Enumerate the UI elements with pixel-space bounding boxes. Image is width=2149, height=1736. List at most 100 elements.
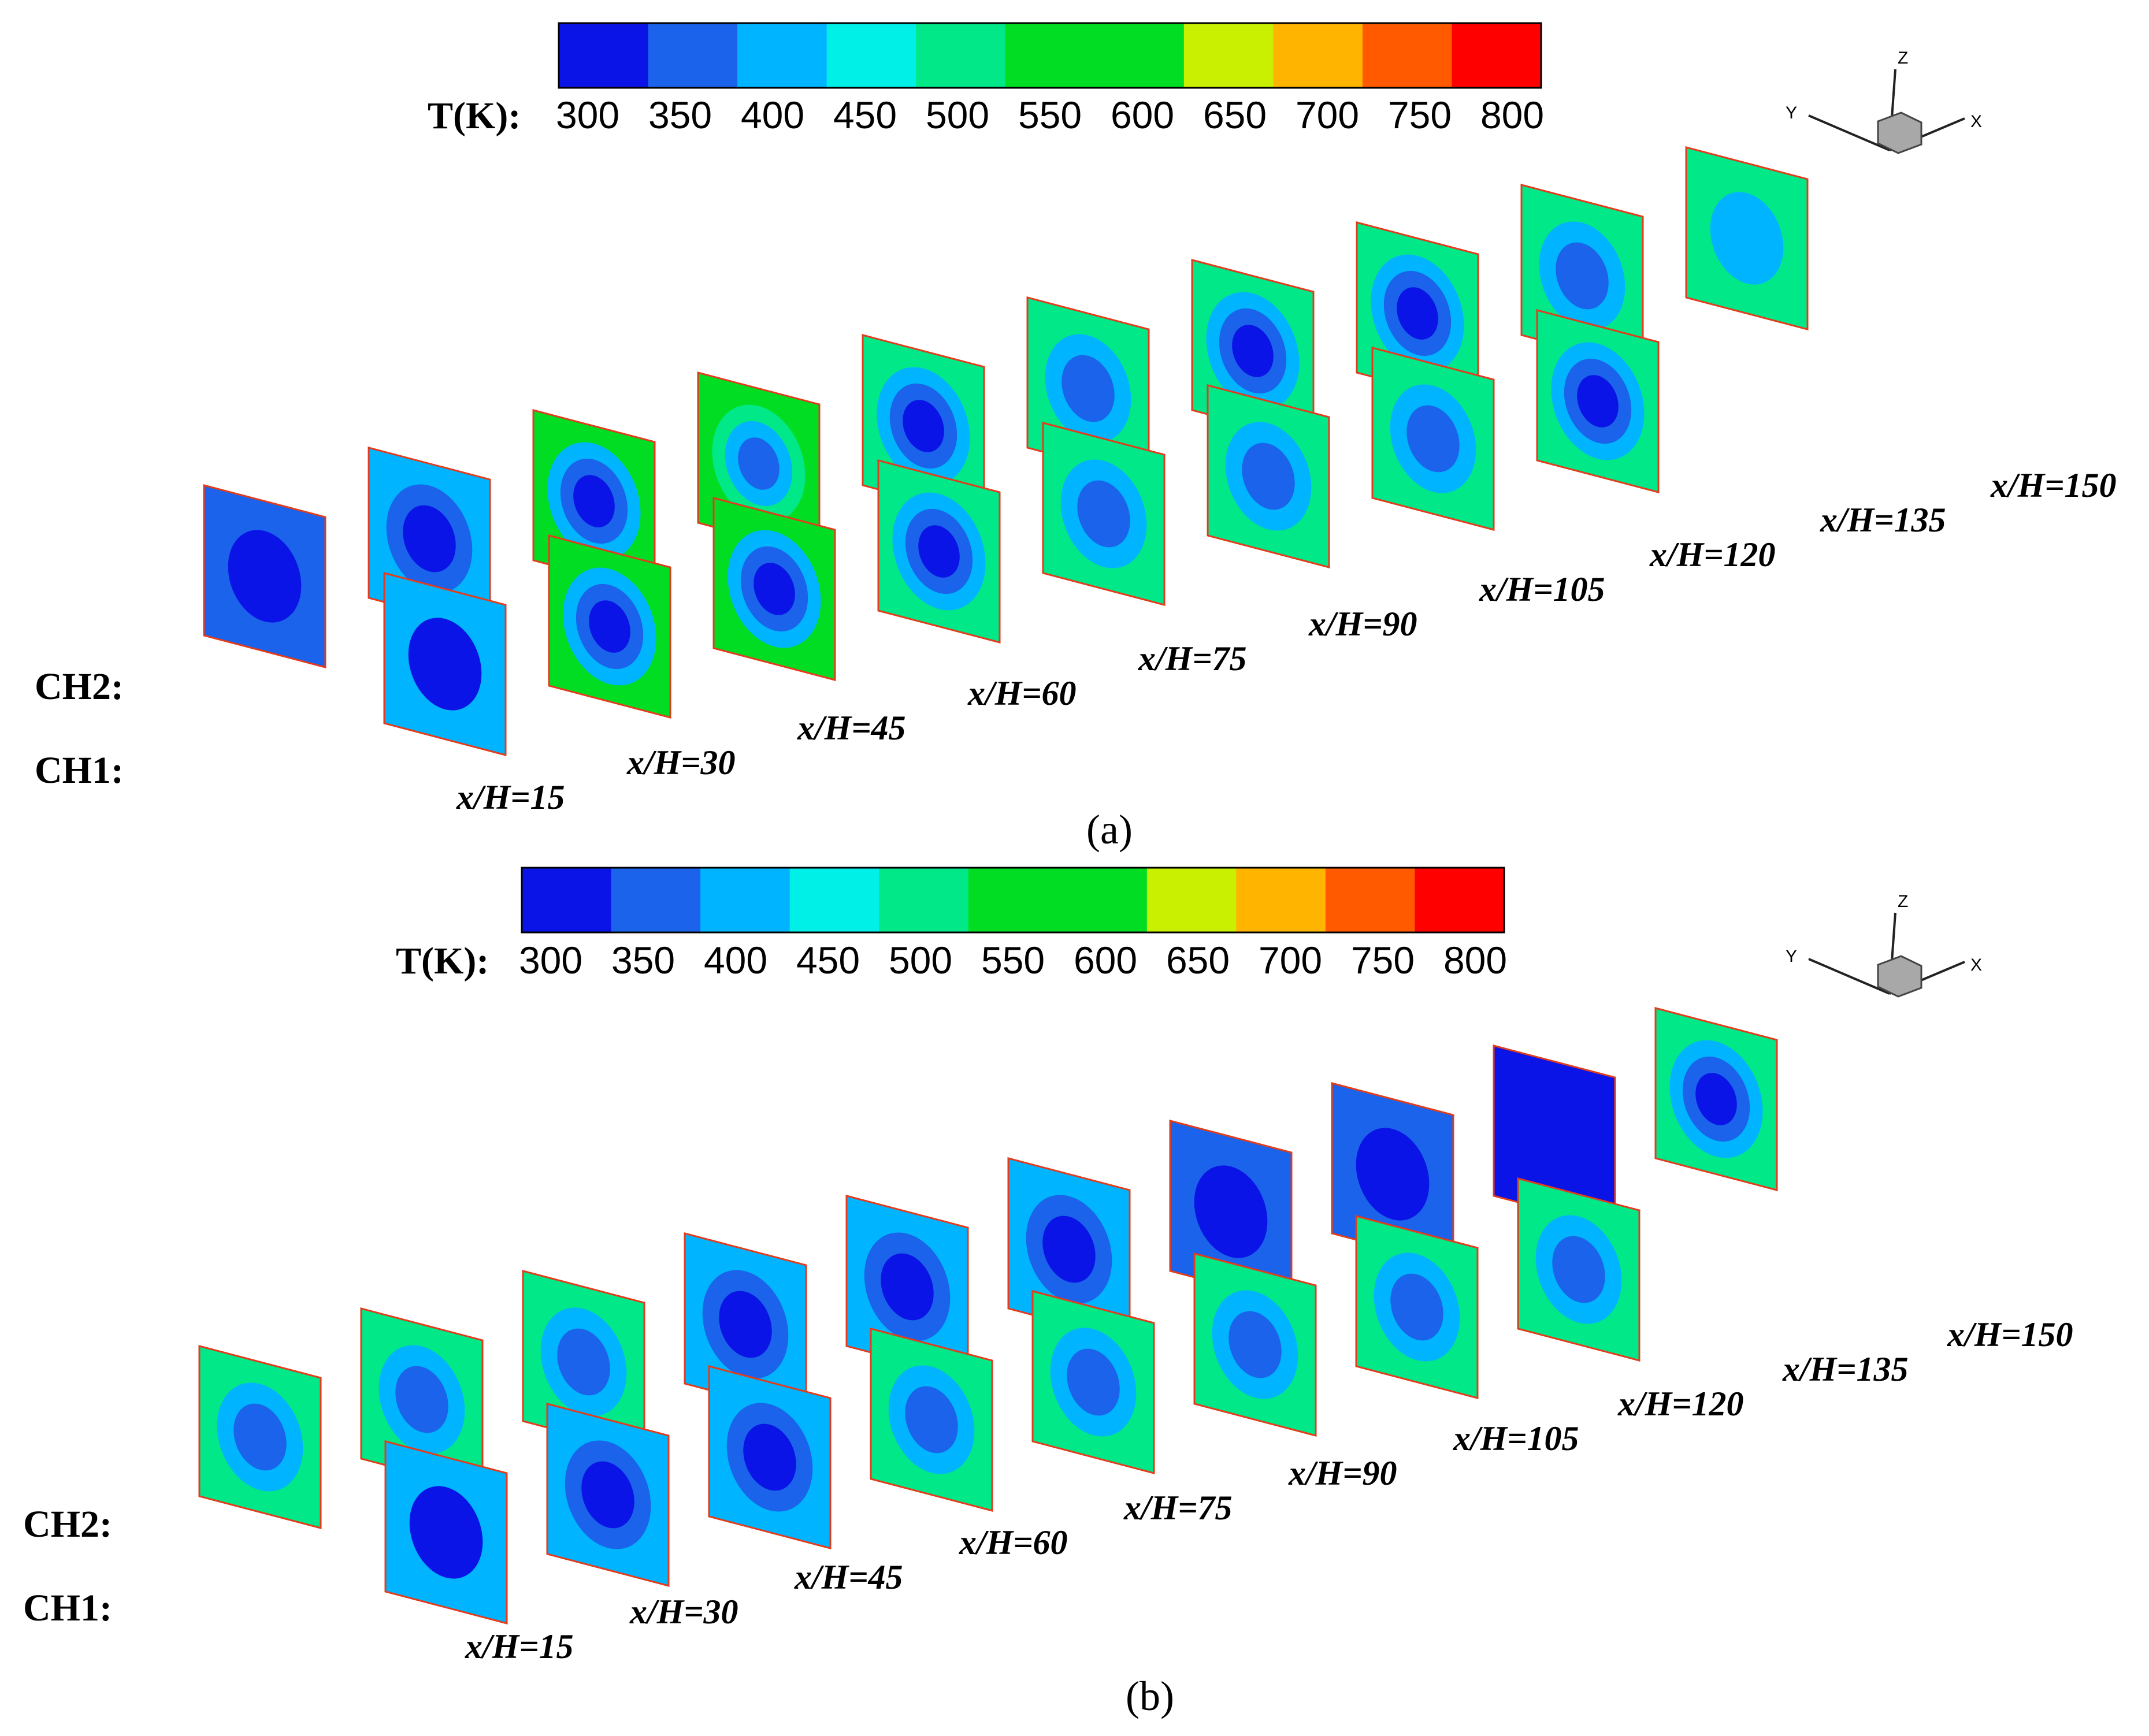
contour-ring xyxy=(1390,1273,1443,1341)
ch2-slice xyxy=(198,1345,322,1529)
ch1-slice xyxy=(712,497,836,681)
colorbar-swatch xyxy=(879,868,969,932)
colorbar-swatch xyxy=(1273,23,1363,88)
panel-b: T(K): 300 350 400 450 500 550 600 650 700 750 800 Z Y… xyxy=(23,867,2073,1719)
station-label: x/H=30 xyxy=(626,744,736,782)
contour-ring xyxy=(403,505,456,573)
triad-x-label: X xyxy=(1970,112,1982,131)
panel-caption: (b) xyxy=(1126,1673,1174,1719)
contour-ring xyxy=(881,1253,934,1321)
colorbar-swatch xyxy=(648,23,738,88)
station-label: x/H=105 xyxy=(1453,1419,1579,1458)
colorbar-swatch xyxy=(1452,23,1542,88)
triad-x-label: X xyxy=(1970,956,1982,975)
station-label: x/H=15 xyxy=(465,1627,574,1666)
axis-triad: Z Y X xyxy=(1786,49,1982,154)
colorbar-swatch xyxy=(700,868,790,932)
colorbar-tick-label: 800 xyxy=(1480,94,1544,136)
colorbar-tick-label: 350 xyxy=(611,939,675,982)
station-label: x/H=75 xyxy=(1138,640,1247,678)
colorbar-swatch xyxy=(1236,868,1326,932)
ch1-slice xyxy=(1042,422,1166,606)
contour-ring xyxy=(395,1366,448,1433)
axis-triad: Z Y X xyxy=(1786,892,1982,998)
contour-ring xyxy=(557,1328,610,1396)
colorbar-swatch xyxy=(789,868,879,932)
row-label-ch1: CH1: xyxy=(23,1587,112,1629)
contour-ring xyxy=(754,563,795,615)
colorbar-swatch xyxy=(1146,868,1237,932)
triad-y-axis xyxy=(1808,958,1890,995)
contour-ring xyxy=(1356,1128,1430,1221)
colorbar-tick-label: 750 xyxy=(1388,94,1452,136)
contour-ring xyxy=(1194,1165,1268,1258)
station-label: x/H=60 xyxy=(959,1523,1068,1562)
colorbar-swatch xyxy=(968,868,1058,932)
contour-ring xyxy=(1067,1348,1120,1416)
ch1-slice xyxy=(1355,1215,1479,1399)
station-label: x/H=135 xyxy=(1782,1350,1909,1388)
colorbar-swatch xyxy=(826,23,916,88)
colorbar-label: T(K): xyxy=(396,940,489,982)
ch1-slice xyxy=(548,534,671,719)
row-label-ch1: CH1: xyxy=(35,749,124,791)
ch2-slice xyxy=(203,484,326,668)
colorbar-tick-label: 300 xyxy=(556,94,619,136)
colorbar-swatch xyxy=(1094,23,1185,88)
contour-ring xyxy=(1042,1215,1096,1283)
ch1-slice xyxy=(1517,1177,1640,1362)
contour-ring xyxy=(1242,443,1295,510)
colorbar-tick-label: 400 xyxy=(704,939,767,982)
colorbar-swatch xyxy=(522,868,612,932)
contour-ring xyxy=(743,1423,796,1491)
contour-ring xyxy=(233,1403,287,1471)
colorbar: T(K): 300 350 400 450 500 550 600 650 700 750 800 xyxy=(396,867,1507,982)
station-label: x/H=150 xyxy=(1990,466,2117,504)
ch2-slice xyxy=(1685,146,1809,330)
station-label: x/H=90 xyxy=(1308,605,1417,643)
colorbar-frame xyxy=(521,867,1505,934)
station-label: x/H=60 xyxy=(967,674,1077,712)
contour-ring xyxy=(738,437,780,490)
ch1-slice xyxy=(1193,1252,1317,1437)
colorbar-tick-label: 550 xyxy=(981,939,1045,982)
station-label: x/H=15 xyxy=(456,778,565,816)
station-label: x/H=30 xyxy=(629,1593,738,1631)
ch1-slice xyxy=(1207,384,1330,568)
contour-ring xyxy=(1577,375,1619,428)
panel-a: T(K): 300 350 400 450 500 550 600 650 700 750 800 Z Y… xyxy=(35,22,2117,853)
station-label: x/H=105 xyxy=(1479,570,1605,608)
colorbar-swatch xyxy=(1415,868,1505,932)
colorbar-tick-label: 650 xyxy=(1166,939,1230,982)
contour-ring xyxy=(1397,287,1438,340)
ch1-slice xyxy=(877,459,1001,644)
contour-ring xyxy=(1710,192,1784,285)
colorbar-swatch xyxy=(737,23,827,88)
colorbar-tick-label: 450 xyxy=(833,94,897,136)
ch2-slice xyxy=(1654,1007,1778,1191)
contour-ring xyxy=(581,1461,634,1529)
colorbar-label: T(K): xyxy=(428,95,521,137)
colorbar: T(K): 300 350 400 450 500 550 600 650 700 750 800 xyxy=(428,22,1544,137)
colorbar-tick-label: 700 xyxy=(1296,94,1359,136)
row-label-ch2: CH2: xyxy=(23,1503,112,1545)
ch1-slice xyxy=(870,1328,993,1512)
triad-y-label: Y xyxy=(1786,947,1797,966)
ch1-slice xyxy=(1371,347,1495,531)
colorbar-swatch xyxy=(559,23,649,88)
station-label: x/H=120 xyxy=(1649,536,1776,574)
ch1-slice xyxy=(546,1403,670,1587)
contour-ring xyxy=(1695,1073,1737,1125)
colorbar-tick-label: 600 xyxy=(1111,94,1174,136)
station-label: x/H=150 xyxy=(1947,1315,2073,1354)
colorbar-tick-label: 500 xyxy=(926,94,989,136)
station-label: x/H=90 xyxy=(1288,1454,1397,1492)
colorbar-swatch xyxy=(1325,868,1416,932)
triad-z-label: Z xyxy=(1898,892,1908,911)
station-label: x/H=135 xyxy=(1820,501,1946,539)
contour-ring xyxy=(905,1386,958,1454)
contour-ring xyxy=(589,600,630,653)
colorbar-swatch xyxy=(1362,23,1453,88)
contour-ring xyxy=(1228,1311,1282,1378)
